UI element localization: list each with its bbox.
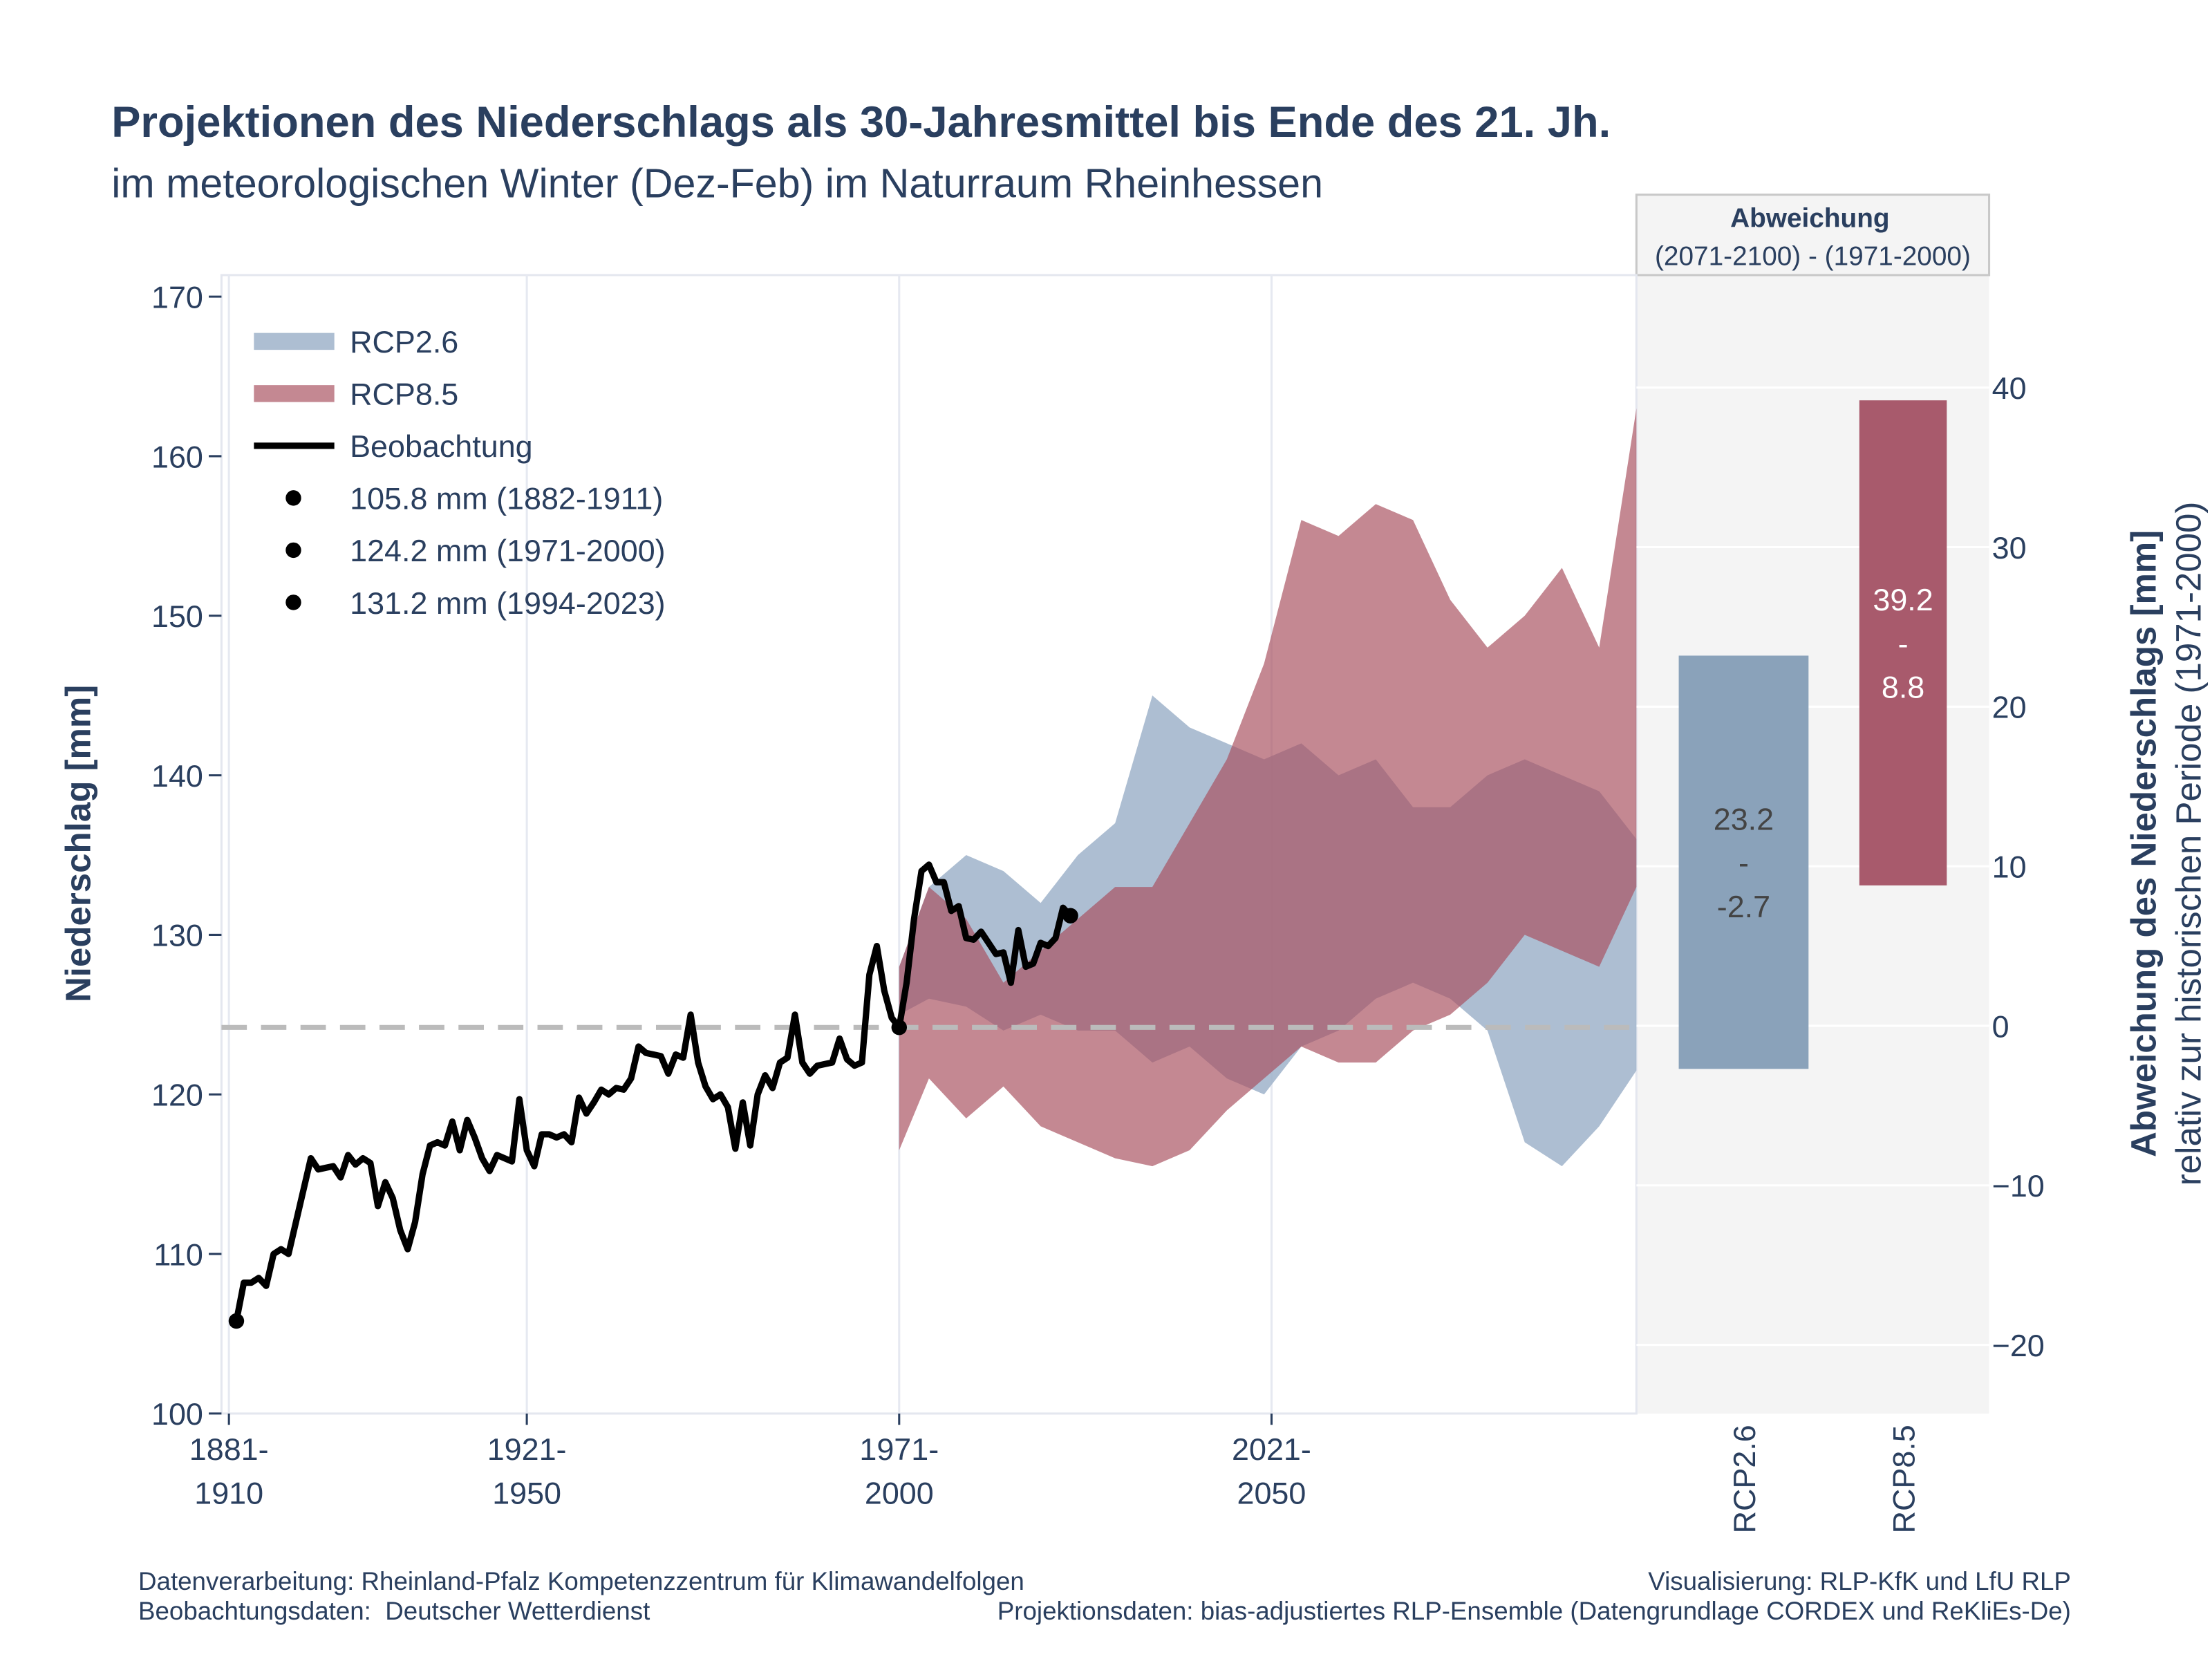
- x-tick-label: 2000: [865, 1476, 934, 1511]
- deviation-bar: [1678, 655, 1809, 1069]
- footer-text: Visualisierung: RLP-KfK und LfU RLP: [1648, 1567, 2071, 1595]
- x-tick-label: 2050: [1237, 1476, 1306, 1511]
- y2-tick-label: 0: [1992, 1009, 2009, 1044]
- footer-text: Projektionsdaten: bias-adjustiertes RLP-…: [997, 1597, 2071, 1625]
- y-tick-label: 100: [151, 1396, 203, 1432]
- legend-marker: [285, 490, 301, 506]
- bar-category-label: RCP8.5: [1886, 1425, 1921, 1533]
- legend-marker: [285, 542, 301, 559]
- footer-text: Beobachtungsdaten: Deutscher Wetterdiens…: [138, 1597, 650, 1625]
- y2-tick-label: 40: [1992, 371, 2027, 406]
- y2-tick-label: 20: [1992, 690, 2027, 725]
- legend-swatch: [254, 385, 335, 402]
- y2-tick-label: −10: [1992, 1168, 2045, 1203]
- y-tick-label: 120: [151, 1078, 203, 1113]
- legend-marker: [285, 594, 301, 610]
- y-axis-title: Niederschlag [mm]: [59, 685, 98, 1002]
- y-tick-label: 130: [151, 918, 203, 953]
- y2-tick-label: 30: [1992, 530, 2027, 565]
- legend-label: RCP8.5: [350, 377, 458, 412]
- deviation-bar: [1859, 400, 1947, 885]
- x-tick-label: 1921-: [487, 1432, 567, 1467]
- legend-label: 131.2 mm (1994-2023): [350, 585, 666, 621]
- y-tick-label: 150: [151, 599, 203, 634]
- band: [899, 408, 1637, 1167]
- footer-text: Datenverarbeitung: Rheinland-Pfalz Kompe…: [138, 1567, 1024, 1595]
- y2-tick-label: −20: [1992, 1328, 2045, 1363]
- y2-tick-label: 10: [1992, 849, 2027, 884]
- bar-panel-header: [1635, 194, 1991, 276]
- bar-label-separator: -: [1738, 845, 1749, 881]
- y-tick-label: 140: [151, 758, 203, 794]
- y2-axis-subtitle: relativ zur historischen Periode (1971-2…: [2169, 502, 2209, 1186]
- legend-label: 124.2 mm (1971-2000): [350, 533, 666, 568]
- legend-label: Beobachtung: [350, 429, 533, 464]
- legend-label: RCP2.6: [350, 324, 458, 359]
- chart-subtitle: im meteorologischen Winter (Dez-Feb) im …: [111, 160, 1323, 207]
- y-tick-label: 160: [151, 439, 203, 474]
- chart-title: Projektionen des Niederschlags als 30-Ja…: [111, 98, 1611, 147]
- bar-label-low: -2.7: [1717, 889, 1770, 924]
- observation-marker: [1062, 908, 1078, 924]
- bar-label-high: 23.2: [1714, 801, 1774, 836]
- x-tick-label: 1910: [194, 1476, 263, 1511]
- bar-label-high: 39.2: [1873, 582, 1933, 617]
- y-tick-label: 170: [151, 279, 203, 315]
- y-tick-label: 110: [153, 1237, 203, 1272]
- observation-line: [233, 861, 1073, 1322]
- bar-panel-title: Abweichung: [1730, 204, 1889, 234]
- bar-category-label: RCP2.6: [1727, 1425, 1762, 1533]
- legend-label: 105.8 mm (1882-1911): [350, 481, 663, 516]
- x-tick-label: 1881-: [189, 1432, 269, 1467]
- x-tick-label: 1950: [492, 1476, 561, 1511]
- x-tick-label: 1971-: [859, 1432, 939, 1467]
- bar-label-low: 8.8: [1882, 670, 1924, 705]
- x-tick-label: 2021-: [1232, 1432, 1311, 1467]
- bar-panel-subtitle: (2071-2100) - (1971-2000): [1655, 242, 1971, 272]
- y2-axis-title: Abweichung des Niederschlags [mm]: [2124, 530, 2163, 1157]
- legend-swatch: [254, 332, 335, 350]
- bar-label-separator: -: [1898, 626, 1909, 661]
- observation-marker: [228, 1313, 245, 1329]
- observation-marker: [891, 1020, 908, 1035]
